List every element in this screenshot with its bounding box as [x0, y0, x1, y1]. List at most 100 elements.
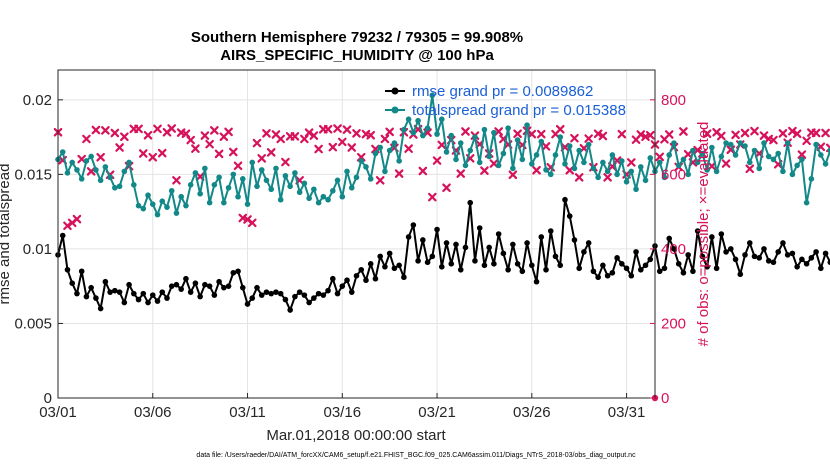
- evaluated-point-stroke: [314, 144, 323, 154]
- evaluated-point-stroke: [456, 169, 466, 178]
- evaluated-point-stroke: [802, 136, 811, 146]
- totalspread-point: [789, 171, 796, 178]
- totalspread-point: [306, 195, 312, 202]
- evaluated-point-stroke: [636, 130, 646, 139]
- totalspread-point: [401, 126, 407, 133]
- evaluated-point: [584, 134, 593, 143]
- evaluated-point-stroke: [821, 128, 830, 138]
- rmse-point: [457, 266, 464, 273]
- evaluated-point: [778, 129, 788, 138]
- totalspread-point: [420, 132, 426, 139]
- rmse-point: [367, 261, 374, 267]
- totalspread-point: [619, 158, 625, 164]
- rmse-point: [619, 261, 625, 267]
- evaluated-point: [432, 156, 442, 165]
- evaluated-point-stroke: [366, 130, 376, 140]
- totalspread-point: [424, 125, 431, 131]
- rmse-point: [614, 255, 620, 261]
- evaluated-point-stroke: [72, 214, 82, 224]
- rmse-point: [543, 266, 549, 273]
- evaluated-point-stroke: [645, 130, 655, 140]
- rmse-point: [273, 289, 279, 295]
- rmse-point: [344, 277, 350, 284]
- rmse-point: [732, 256, 739, 263]
- totalspread-point: [609, 152, 616, 158]
- rmse-point: [609, 269, 616, 276]
- totalspread-point: [813, 141, 819, 148]
- evaluated-point-stroke: [664, 130, 674, 139]
- evaluated-point-stroke: [593, 129, 603, 139]
- totalspread-point: [533, 152, 540, 158]
- rmse-point: [93, 295, 99, 301]
- totalspread-point: [239, 176, 246, 182]
- evaluated-point: [309, 131, 319, 140]
- evaluated-point: [200, 131, 210, 140]
- evaluated-point: [617, 129, 627, 139]
- rmse-point: [145, 299, 151, 306]
- rmse-point: [448, 261, 455, 267]
- rmse-point: [434, 226, 440, 233]
- totalspread-point: [102, 164, 109, 170]
- evaluated-point: [342, 125, 352, 134]
- rmse-point: [244, 301, 251, 307]
- evaluated-point-stroke: [115, 143, 124, 152]
- rmse-point: [102, 278, 109, 285]
- totalspread-point: [661, 174, 668, 181]
- evaluated-point-stroke: [527, 129, 537, 139]
- totalspread-point: [273, 165, 279, 172]
- rmse-point: [600, 262, 606, 269]
- rmse-point: [258, 292, 265, 298]
- totalspread-point: [59, 149, 66, 155]
- rmse-point: [462, 244, 469, 251]
- evaluated-point: [740, 128, 750, 138]
- rmse-point: [571, 237, 578, 243]
- evaluated-point-stroke: [655, 152, 665, 162]
- evaluated-point: [437, 140, 447, 150]
- rmse-point: [211, 292, 218, 298]
- totalspread-point: [391, 140, 398, 146]
- totalspread-point: [244, 201, 251, 207]
- evaluated-point: [508, 170, 518, 180]
- evaluated-point-stroke: [77, 154, 86, 164]
- rmse-point: [396, 262, 402, 269]
- evaluated-point-stroke: [214, 149, 224, 159]
- rmse-point: [585, 240, 592, 246]
- rmse-point: [505, 266, 511, 273]
- rmse-point: [822, 250, 829, 257]
- evaluated-point: [143, 130, 153, 140]
- totalspread-point: [282, 173, 289, 179]
- rmse-point: [808, 255, 815, 261]
- evaluated-point-stroke: [186, 135, 195, 145]
- x-tick-label: 03/01: [39, 404, 77, 421]
- evaluated-point-stroke: [489, 159, 499, 168]
- evaluated-point: [532, 165, 541, 175]
- totalspread-point: [728, 141, 734, 148]
- evaluated-point-stroke: [167, 124, 177, 133]
- evaluated-point-stroke: [134, 124, 143, 134]
- totalspread-point: [476, 159, 483, 166]
- totalspread-point: [97, 177, 104, 184]
- rmse-point: [69, 280, 76, 287]
- footnote: data file: /Users/raeder/DAI/ATM_forcXX/…: [196, 452, 636, 459]
- evaluated-point-stroke: [91, 125, 101, 135]
- rmse-point: [78, 268, 85, 275]
- totalspread-point: [348, 184, 355, 191]
- evaluated-point-stroke: [195, 172, 205, 181]
- evaluated-point: [300, 134, 309, 144]
- totalspread-point: [121, 168, 128, 175]
- evaluated-point: [205, 139, 214, 149]
- rmse-point: [268, 290, 275, 297]
- evaluated-point: [181, 129, 191, 139]
- rmse-point: [140, 290, 147, 297]
- evaluated-point-stroke: [191, 144, 200, 153]
- rmse-point: [813, 249, 819, 255]
- x-tick-label: 03/16: [324, 404, 362, 421]
- y-tick-label-right: 800: [661, 92, 686, 109]
- evaluated-point-stroke: [679, 127, 688, 136]
- rmse-point: [704, 264, 710, 270]
- totalspread-point: [614, 171, 620, 178]
- evaluated-point: [229, 147, 238, 157]
- totalspread-point: [74, 167, 80, 173]
- totalspread-point: [296, 189, 303, 196]
- totalspread-point: [462, 162, 469, 169]
